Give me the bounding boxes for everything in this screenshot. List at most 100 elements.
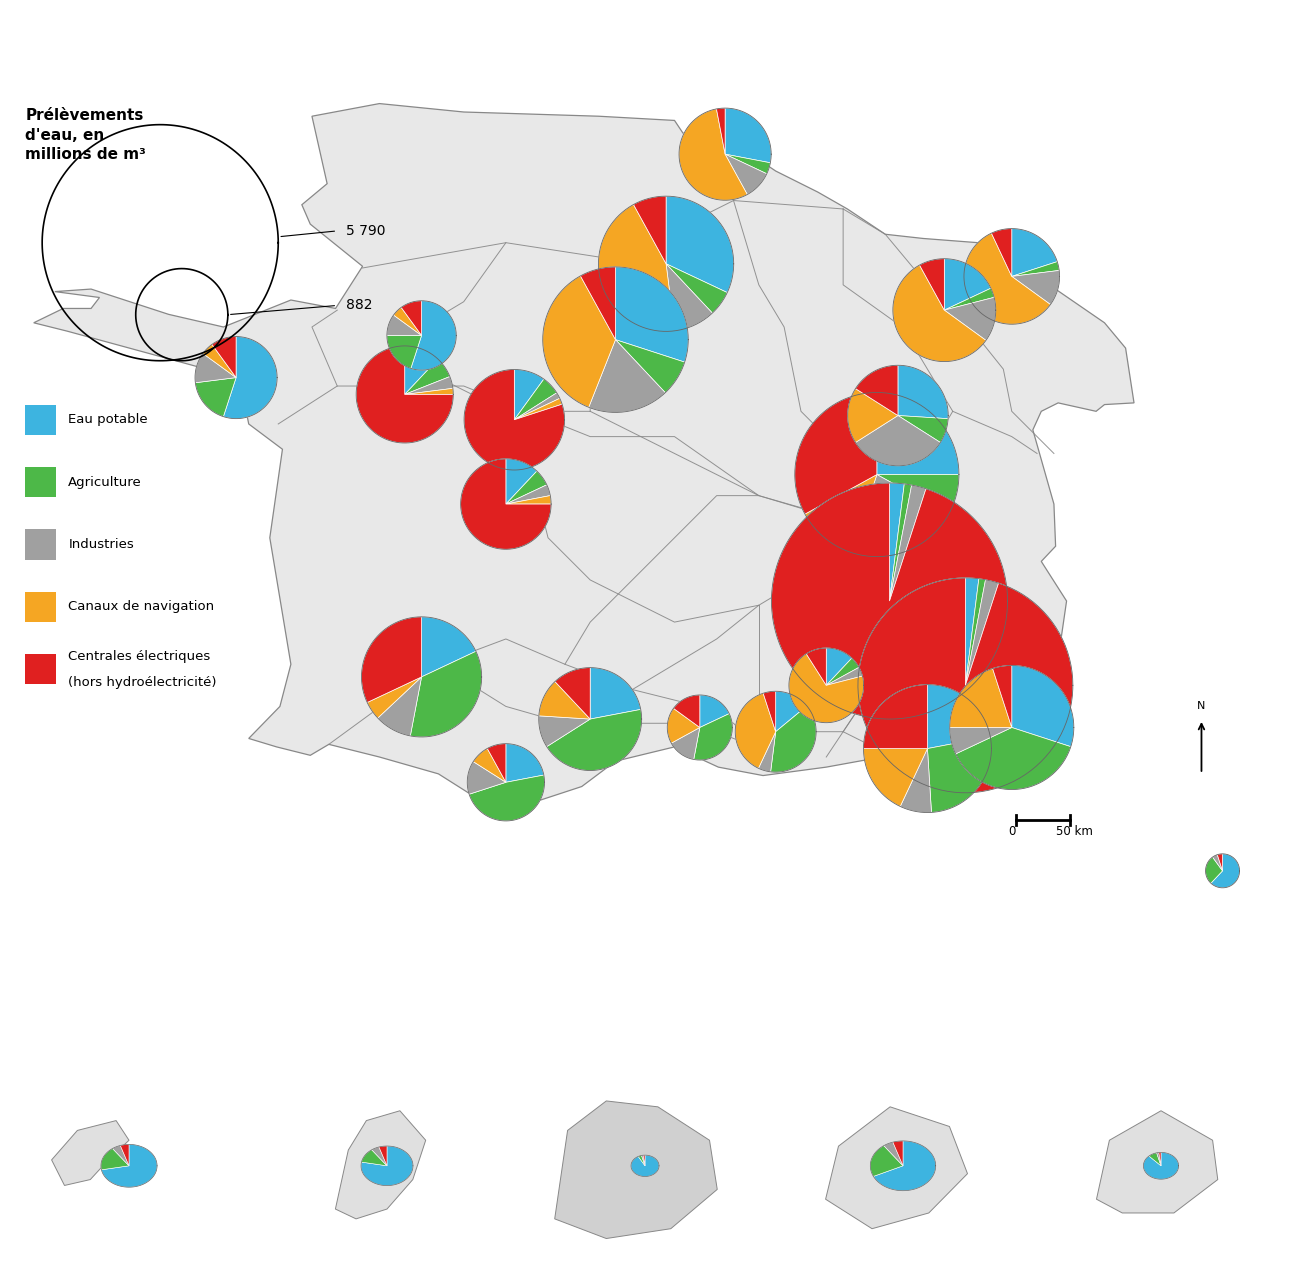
Polygon shape bbox=[539, 682, 591, 719]
Bar bbox=[26, 404, 55, 435]
Polygon shape bbox=[361, 1146, 413, 1186]
Polygon shape bbox=[615, 266, 689, 363]
Polygon shape bbox=[335, 1111, 426, 1219]
Polygon shape bbox=[195, 378, 236, 417]
Polygon shape bbox=[506, 459, 537, 505]
Text: Guadeloupe: Guadeloupe bbox=[84, 1047, 174, 1060]
Polygon shape bbox=[410, 301, 457, 370]
Polygon shape bbox=[464, 369, 565, 470]
Polygon shape bbox=[467, 762, 506, 794]
Polygon shape bbox=[725, 155, 770, 174]
Polygon shape bbox=[644, 1155, 645, 1165]
Polygon shape bbox=[506, 743, 544, 782]
Text: 882: 882 bbox=[346, 298, 373, 312]
Polygon shape bbox=[1218, 853, 1223, 871]
Polygon shape bbox=[633, 197, 666, 264]
Text: N: N bbox=[1197, 701, 1206, 710]
Polygon shape bbox=[1206, 857, 1223, 884]
Polygon shape bbox=[555, 668, 591, 719]
Polygon shape bbox=[944, 259, 991, 311]
Polygon shape bbox=[666, 197, 734, 293]
Polygon shape bbox=[965, 579, 998, 685]
Polygon shape bbox=[543, 276, 615, 407]
Bar bbox=[26, 529, 55, 559]
Polygon shape bbox=[112, 1145, 129, 1165]
Polygon shape bbox=[893, 1141, 903, 1165]
Polygon shape bbox=[539, 716, 591, 747]
Text: Mayotte: Mayotte bbox=[1130, 1047, 1192, 1060]
Polygon shape bbox=[826, 1107, 968, 1229]
Polygon shape bbox=[120, 1145, 129, 1165]
Polygon shape bbox=[580, 266, 615, 340]
Polygon shape bbox=[52, 1121, 129, 1186]
Polygon shape bbox=[964, 233, 1050, 325]
Polygon shape bbox=[694, 714, 733, 760]
Polygon shape bbox=[679, 109, 747, 200]
Polygon shape bbox=[890, 486, 926, 601]
Text: Eau potable: Eau potable bbox=[68, 413, 148, 426]
Polygon shape bbox=[877, 474, 958, 514]
Polygon shape bbox=[855, 365, 898, 416]
Polygon shape bbox=[506, 496, 551, 505]
Polygon shape bbox=[488, 743, 506, 782]
Polygon shape bbox=[949, 668, 1011, 728]
Polygon shape bbox=[890, 483, 904, 601]
Text: Guyane: Guyane bbox=[617, 1047, 673, 1060]
Polygon shape bbox=[806, 648, 827, 685]
Text: Prélèvements
d'eau, en
millions de m³: Prélèvements d'eau, en millions de m³ bbox=[26, 108, 146, 162]
Polygon shape bbox=[102, 1145, 157, 1187]
Polygon shape bbox=[928, 737, 992, 813]
Polygon shape bbox=[877, 393, 958, 474]
Text: 50 km: 50 km bbox=[1055, 825, 1093, 838]
Polygon shape bbox=[212, 336, 236, 378]
Polygon shape bbox=[992, 666, 1011, 728]
Polygon shape bbox=[956, 728, 1071, 790]
Polygon shape bbox=[764, 691, 775, 732]
Polygon shape bbox=[666, 264, 712, 331]
Polygon shape bbox=[361, 1150, 387, 1165]
Polygon shape bbox=[506, 472, 547, 505]
Polygon shape bbox=[884, 1142, 903, 1165]
Polygon shape bbox=[405, 346, 437, 394]
Polygon shape bbox=[851, 474, 948, 557]
Polygon shape bbox=[410, 652, 481, 737]
Polygon shape bbox=[588, 340, 666, 412]
Polygon shape bbox=[515, 393, 560, 420]
Polygon shape bbox=[515, 398, 562, 420]
Polygon shape bbox=[890, 484, 912, 601]
Polygon shape bbox=[920, 259, 944, 311]
Bar bbox=[26, 467, 55, 497]
Polygon shape bbox=[735, 694, 775, 768]
Text: Canaux de navigation: Canaux de navigation bbox=[68, 601, 214, 614]
Polygon shape bbox=[855, 416, 940, 465]
Text: 0: 0 bbox=[1007, 825, 1015, 838]
Polygon shape bbox=[379, 1146, 387, 1165]
Polygon shape bbox=[1211, 853, 1240, 888]
Polygon shape bbox=[378, 677, 422, 735]
Polygon shape bbox=[368, 677, 422, 718]
Polygon shape bbox=[631, 1155, 659, 1177]
Polygon shape bbox=[34, 104, 1134, 806]
Polygon shape bbox=[827, 648, 851, 685]
Text: Martinique: Martinique bbox=[346, 1047, 428, 1060]
Polygon shape bbox=[863, 685, 928, 748]
Polygon shape bbox=[599, 204, 675, 331]
Polygon shape bbox=[965, 578, 986, 685]
Polygon shape bbox=[473, 748, 506, 782]
Polygon shape bbox=[827, 667, 863, 685]
Polygon shape bbox=[470, 775, 544, 820]
Polygon shape bbox=[770, 706, 817, 772]
Polygon shape bbox=[555, 1101, 717, 1239]
Polygon shape bbox=[387, 336, 422, 369]
Polygon shape bbox=[461, 459, 551, 549]
Text: (hors hydroélectricité): (hors hydroélectricité) bbox=[68, 676, 217, 689]
Polygon shape bbox=[871, 1146, 903, 1177]
Polygon shape bbox=[405, 388, 453, 394]
Polygon shape bbox=[775, 691, 806, 732]
Polygon shape bbox=[949, 728, 1011, 754]
Polygon shape bbox=[725, 108, 771, 162]
Polygon shape bbox=[1213, 855, 1223, 871]
Polygon shape bbox=[203, 345, 236, 378]
Polygon shape bbox=[641, 1155, 645, 1165]
Polygon shape bbox=[405, 359, 450, 394]
